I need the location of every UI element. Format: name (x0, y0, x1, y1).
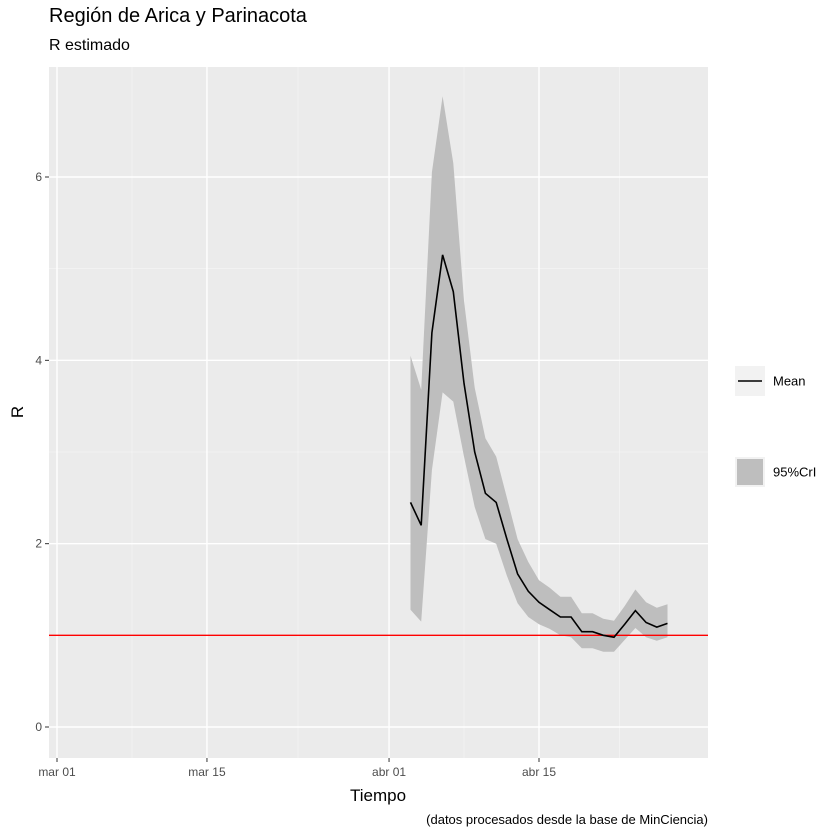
credible-interval-ribbon (410, 96, 668, 652)
y-tick-label: 0 (35, 720, 42, 734)
x-tick-label: abr 15 (522, 765, 556, 779)
x-tick-label: abr 01 (372, 765, 406, 779)
y-tick-label: 2 (35, 537, 42, 551)
y-axis-title: R (8, 406, 27, 418)
legend-ribbon-swatch-icon (737, 459, 763, 485)
chart-subtitle: R estimado (49, 37, 130, 54)
grid-major (49, 67, 708, 758)
chart-title: Región de Arica y Parinacota (49, 5, 307, 27)
x-tick-label: mar 01 (38, 765, 76, 779)
legend-label-cri: 95%CrI (773, 465, 816, 480)
x-axis: mar 01 mar 15 abr 01 abr 15 (38, 758, 556, 779)
x-tick-label: mar 15 (188, 765, 226, 779)
plot-panel (49, 67, 708, 758)
legend-item-mean: Mean (735, 366, 806, 396)
x-axis-title: Tiempo (350, 786, 406, 805)
legend: Mean 95%CrI (735, 366, 816, 487)
y-tick-label: 6 (35, 170, 42, 184)
y-tick-label: 4 (35, 353, 42, 367)
mean-line (409, 254, 668, 639)
y-axis: 0 2 4 6 (35, 170, 49, 734)
legend-item-cri: 95%CrI (735, 457, 816, 487)
chart-caption: (datos procesados desde la base de MinCi… (426, 812, 708, 827)
legend-label-mean: Mean (773, 374, 806, 389)
